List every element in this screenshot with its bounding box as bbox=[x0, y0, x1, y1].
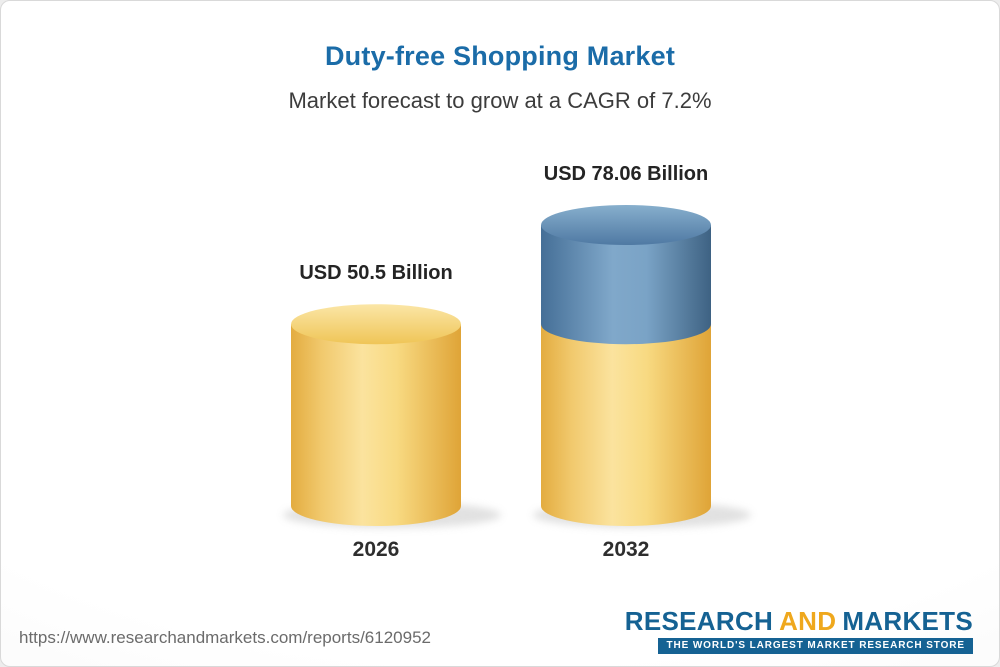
chart-title: Duty-free Shopping Market bbox=[324, 41, 676, 71]
cylinder-2032-base-body bbox=[541, 324, 711, 506]
category-label-2026: 2026 bbox=[352, 538, 400, 561]
wordmark-and: AND bbox=[779, 606, 837, 636]
value-label-2032: USD 78.06 Billion bbox=[543, 162, 709, 185]
cylinder-2026-cap bbox=[291, 304, 461, 345]
wordmark-markets: MARKETS bbox=[842, 606, 973, 636]
chart-subtitle: Market forecast to grow at a CAGR of 7.2… bbox=[288, 88, 712, 113]
cylinder-2032-growth-bottom bbox=[541, 304, 711, 345]
brand-tagline: THE WORLD'S LARGEST MARKET RESEARCH STOR… bbox=[658, 638, 973, 654]
value-label-2026: USD 50.5 Billion bbox=[299, 262, 453, 285]
category-label-2032: 2032 bbox=[602, 538, 650, 561]
wordmark-research: RESEARCH bbox=[624, 606, 774, 636]
cylinder-2026-bottom bbox=[291, 486, 461, 526]
cylinder-2032-base-bottom bbox=[541, 486, 711, 526]
brand-logo: RESEARCH AND MARKETS THE WORLD'S LARGEST M… bbox=[625, 608, 973, 654]
cylinder-2032-growth-cap bbox=[541, 204, 711, 245]
source-url: https://www.researchandmarkets.com/repor… bbox=[19, 628, 431, 647]
brand-wordmark: RESEARCH AND MARKETS bbox=[625, 608, 973, 634]
cylinder-2026-body bbox=[291, 324, 461, 506]
